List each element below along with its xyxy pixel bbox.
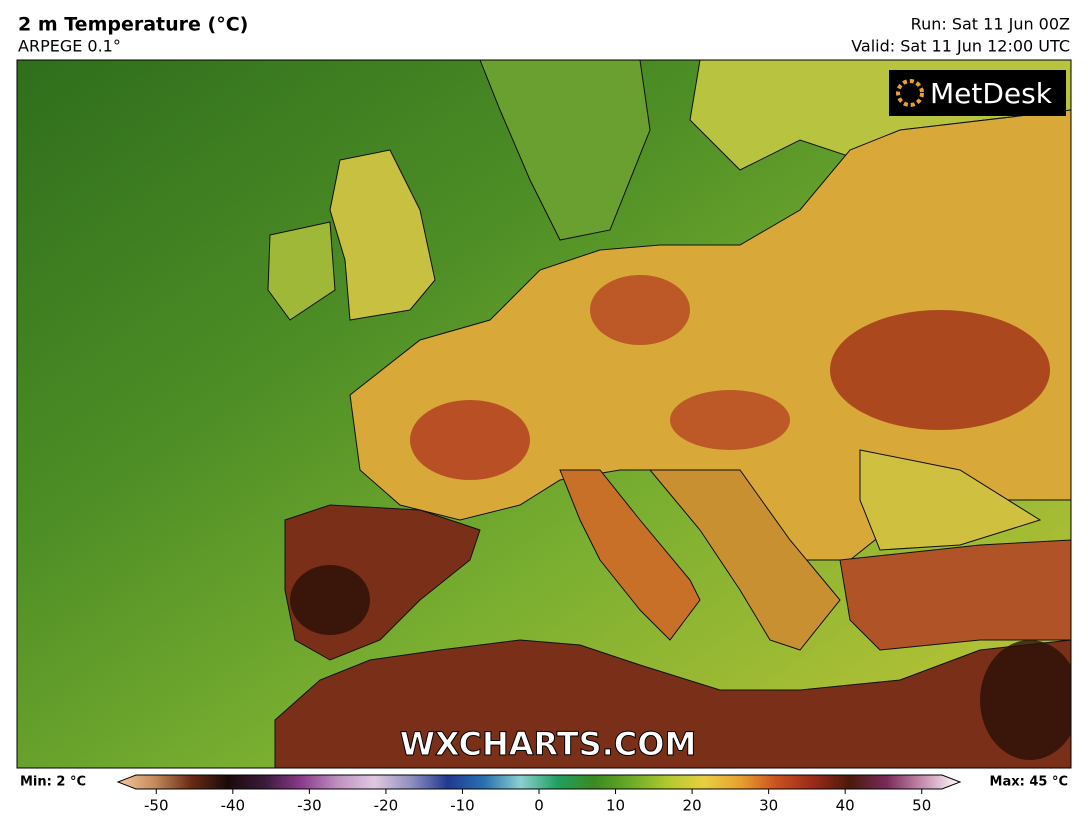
colorbar-tick-label: -10 (450, 797, 475, 815)
subtitle: ARPEGE 0.1° (18, 37, 121, 56)
great-britain (329, 149, 436, 321)
colorbar-tick-label: 0 (534, 797, 544, 815)
scandinavia (479, 60, 651, 241)
colorbar-tick-label: 10 (606, 797, 625, 815)
colorbar-tick-label: -40 (221, 797, 246, 815)
logo-icon (896, 79, 924, 107)
ireland (267, 221, 336, 321)
colorbar-tick-label: -50 (144, 797, 169, 815)
colorbar-tick-label: 40 (836, 797, 855, 815)
title: 2 m Temperature (°C) (18, 14, 248, 36)
colorbar: -50 -40 -30 -20 -10 0 10 20 30 40 50 (116, 774, 962, 815)
min-label: Min: 2 °C (20, 775, 86, 790)
italy (559, 469, 701, 641)
logo-text: MetDesk (930, 77, 1053, 110)
colorbar-tick-label: 20 (683, 797, 702, 815)
colorbar-tick-label: -30 (297, 797, 322, 815)
map: MetDesk WXCHARTS.COM (17, 60, 1071, 768)
balkans (648, 469, 841, 651)
colorbar-tick-label: -20 (374, 797, 399, 815)
map-frame (16, 59, 1072, 769)
black-sea (859, 449, 1042, 551)
heat-france (410, 400, 530, 480)
watermark: WXCHARTS.COM (400, 725, 697, 763)
heat-levant (980, 640, 1071, 760)
max-label: Max: 45 °C (990, 775, 1068, 790)
colorbar-fill (116, 774, 962, 790)
run-time: Run: Sat 11 Jun 00Z (911, 15, 1070, 34)
valid-time: Valid: Sat 11 Jun 12:00 UTC (851, 37, 1070, 56)
heat-iberia (290, 565, 370, 635)
turkey (839, 539, 1071, 651)
logo-box (889, 70, 1066, 116)
colorbar-tick-label: 30 (759, 797, 778, 815)
heat-germany (590, 275, 690, 345)
colorbar-tick-label: 50 (912, 797, 931, 815)
heat-hungary (670, 390, 790, 450)
heat-ukraine (830, 310, 1050, 430)
